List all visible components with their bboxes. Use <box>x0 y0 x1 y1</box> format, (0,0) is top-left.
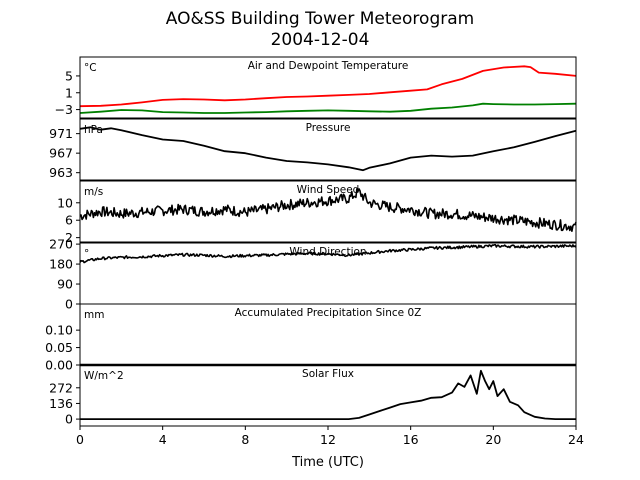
y-tick-label: 6 <box>65 213 73 228</box>
panel-2: 963 967 971 hPa Pressure <box>49 118 577 181</box>
series-line-2-1 <box>79 126 577 172</box>
y-tick-label: 0 <box>65 412 73 427</box>
panel-unit-label: m/s <box>84 186 103 198</box>
series-line-1-2 <box>79 102 577 114</box>
panel-frame <box>79 118 577 181</box>
panel-4: 0 90 180 270 ° Wind Direction <box>49 237 577 312</box>
x-tick-label: 24 <box>568 432 584 447</box>
series-line-3-1 <box>79 188 577 232</box>
x-tick-label: 16 <box>403 432 419 447</box>
panel-title: Solar Flux <box>302 368 354 380</box>
y-tick-label: 2 <box>65 230 73 245</box>
chart-subtitle: 2004-12-04 <box>271 30 370 50</box>
y-tick-label: 0.10 <box>45 323 73 338</box>
x-tick-label: 4 <box>159 432 167 447</box>
panel-unit-label: °C <box>84 62 97 74</box>
panels-group: −3 1 5 °C Air and Dewpoint Temperature 963 967… <box>45 56 577 427</box>
panel-unit-label: ° <box>84 248 89 260</box>
y-tick-label: 971 <box>49 126 73 141</box>
series-line-4-1 <box>79 243 577 264</box>
panel-1: −3 1 5 °C Air and Dewpoint Temperature <box>55 56 577 119</box>
y-tick-label: 1 <box>65 85 73 100</box>
panel-unit-label: W/m^2 <box>84 370 124 382</box>
y-tick-label: 0.05 <box>45 340 73 355</box>
panel-frame <box>79 56 577 119</box>
y-tick-label: 270 <box>49 237 73 252</box>
y-tick-label: 10 <box>57 195 73 210</box>
panel-3: 2 6 10 m/s Wind Speed <box>57 180 577 245</box>
y-tick-label: 136 <box>49 396 73 411</box>
series-line-1-1 <box>79 65 577 108</box>
panel-title: Accumulated Precipitation Since 0Z <box>235 307 422 319</box>
y-tick-label: 90 <box>57 277 73 292</box>
chart-title: AO&SS Building Tower Meteorogram <box>166 9 474 29</box>
panel-frame <box>79 180 577 243</box>
y-tick-label: −3 <box>55 102 73 117</box>
y-tick-label: 272 <box>49 380 73 395</box>
y-tick-label: 180 <box>49 257 73 272</box>
panel-5: 0.00 0.05 0.10 mm Accumulated Precipitation … <box>45 303 577 373</box>
panel-title: Wind Speed <box>297 184 360 196</box>
y-tick-label: 0.00 <box>45 358 73 373</box>
x-tick-label: 0 <box>76 432 84 447</box>
y-tick-label: 5 <box>65 68 73 83</box>
panel-unit-label: hPa <box>84 124 103 136</box>
x-tick-label: 8 <box>241 432 249 447</box>
x-tick-label: 20 <box>485 432 501 447</box>
panel-title: Pressure <box>306 122 351 134</box>
y-tick-label: 967 <box>49 146 73 161</box>
series-line-6-1 <box>80 369 576 420</box>
panel-title: Wind Direction <box>289 246 366 258</box>
x-axis-label: Time (UTC) <box>291 455 364 470</box>
x-tick-label: 12 <box>320 432 336 447</box>
y-tick-label: 963 <box>49 165 73 180</box>
x-axis: 0 4 8 12 16 20 24 <box>76 426 584 447</box>
panel-title: Air and Dewpoint Temperature <box>248 60 409 72</box>
panel-unit-label: mm <box>84 309 104 321</box>
y-tick-label: 0 <box>65 297 73 312</box>
